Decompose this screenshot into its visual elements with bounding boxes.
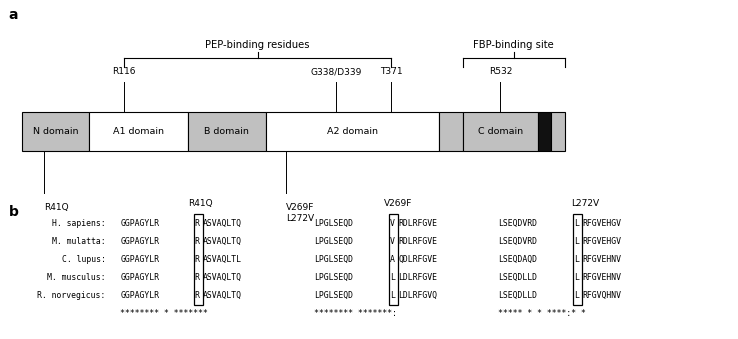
Text: L: L bbox=[574, 273, 579, 282]
Text: FBP-binding site: FBP-binding site bbox=[473, 40, 554, 50]
Text: QDLRFGVE: QDLRFGVE bbox=[399, 255, 438, 264]
Text: LPGLSEQD: LPGLSEQD bbox=[314, 273, 353, 282]
Text: V269F
L272V: V269F L272V bbox=[286, 203, 314, 223]
Bar bbox=[266, 112, 439, 151]
Text: R: R bbox=[195, 237, 200, 246]
Text: R41Q: R41Q bbox=[44, 203, 69, 213]
Text: R: R bbox=[195, 273, 200, 282]
Bar bbox=[538, 112, 551, 151]
Text: GGPAGYLR: GGPAGYLR bbox=[120, 273, 159, 282]
Bar bbox=[551, 112, 565, 151]
Text: H. sapiens:: H. sapiens: bbox=[52, 219, 106, 228]
Text: A: A bbox=[390, 255, 395, 264]
Text: RDLRFGVE: RDLRFGVE bbox=[399, 237, 438, 246]
Text: ASVAQLTL: ASVAQLTL bbox=[203, 255, 242, 264]
Text: RFGVQHNV: RFGVQHNV bbox=[582, 291, 621, 300]
Text: GGPAGYLR: GGPAGYLR bbox=[120, 237, 159, 246]
Text: A1 domain: A1 domain bbox=[113, 127, 164, 136]
Text: T371: T371 bbox=[380, 67, 402, 76]
Text: ASVAQLTQ: ASVAQLTQ bbox=[203, 237, 242, 246]
Bar bbox=[389, 214, 398, 305]
Text: V269F: V269F bbox=[384, 199, 413, 208]
Text: V: V bbox=[390, 219, 395, 228]
Text: A2 domain: A2 domain bbox=[327, 127, 378, 136]
Text: C domain: C domain bbox=[477, 127, 523, 136]
Text: LSEQDLLD: LSEQDLLD bbox=[498, 273, 537, 282]
Text: b: b bbox=[9, 205, 18, 219]
Bar bbox=[188, 112, 266, 151]
Text: ASVAQLTQ: ASVAQLTQ bbox=[203, 291, 242, 300]
Text: L: L bbox=[574, 237, 579, 246]
Text: RFGVEHGV: RFGVEHGV bbox=[582, 219, 621, 228]
Bar bbox=[89, 112, 188, 151]
Text: M. mulatta:: M. mulatta: bbox=[52, 237, 106, 246]
Text: ******** *******:: ******** *******: bbox=[314, 309, 396, 318]
Text: M. musculus:: M. musculus: bbox=[47, 273, 106, 282]
Text: L: L bbox=[574, 255, 579, 264]
Text: L: L bbox=[390, 273, 395, 282]
Text: GGPAGYLR: GGPAGYLR bbox=[120, 291, 159, 300]
Text: LPGLSEQD: LPGLSEQD bbox=[314, 219, 353, 228]
Text: RFGVEHNV: RFGVEHNV bbox=[582, 255, 621, 264]
Text: GGPAGYLR: GGPAGYLR bbox=[120, 219, 159, 228]
Text: N domain: N domain bbox=[32, 127, 78, 136]
Bar bbox=[439, 112, 463, 151]
Text: R116: R116 bbox=[112, 67, 136, 76]
Text: ASVAQLTQ: ASVAQLTQ bbox=[203, 273, 242, 282]
Text: R: R bbox=[195, 291, 200, 300]
Text: R. norvegicus:: R. norvegicus: bbox=[38, 291, 106, 300]
Text: LDLRFGVE: LDLRFGVE bbox=[399, 273, 438, 282]
Text: R41Q: R41Q bbox=[188, 199, 213, 208]
Text: LPGLSEQD: LPGLSEQD bbox=[314, 237, 353, 246]
Text: R: R bbox=[195, 219, 200, 228]
Text: B domain: B domain bbox=[204, 127, 249, 136]
Text: L: L bbox=[574, 219, 579, 228]
Text: L272V: L272V bbox=[571, 199, 599, 208]
Text: ASVAQLTQ: ASVAQLTQ bbox=[203, 219, 242, 228]
Text: LDLRFGVQ: LDLRFGVQ bbox=[399, 291, 438, 300]
Text: RDLRFGVE: RDLRFGVE bbox=[399, 219, 438, 228]
Text: R: R bbox=[195, 255, 200, 264]
Text: RFGVEHGV: RFGVEHGV bbox=[582, 237, 621, 246]
Text: V: V bbox=[390, 237, 395, 246]
Bar bbox=[463, 112, 538, 151]
Text: LPGLSEQD: LPGLSEQD bbox=[314, 255, 353, 264]
Text: LSEQDVRD: LSEQDVRD bbox=[498, 219, 537, 228]
Text: a: a bbox=[9, 8, 18, 22]
Bar bbox=[193, 214, 203, 305]
Text: LSEQDAQD: LSEQDAQD bbox=[498, 255, 537, 264]
Text: ******** * *******: ******** * ******* bbox=[120, 309, 208, 318]
Bar bbox=[22, 112, 89, 151]
Text: LSEQDVRD: LSEQDVRD bbox=[498, 237, 537, 246]
Text: GGPAGYLR: GGPAGYLR bbox=[120, 255, 159, 264]
Text: G338/D339: G338/D339 bbox=[310, 67, 362, 76]
Text: LSEQDLLD: LSEQDLLD bbox=[498, 291, 537, 300]
Text: LPGLSEQD: LPGLSEQD bbox=[314, 291, 353, 300]
Bar bbox=[573, 214, 582, 305]
Text: RFGVEHNV: RFGVEHNV bbox=[582, 273, 621, 282]
Text: L: L bbox=[390, 291, 395, 300]
Text: C. lupus:: C. lupus: bbox=[62, 255, 106, 264]
Text: L: L bbox=[574, 291, 579, 300]
Text: PEP-binding residues: PEP-binding residues bbox=[205, 40, 310, 50]
Text: R532: R532 bbox=[489, 67, 512, 76]
Text: ***** * * ****:* *: ***** * * ****:* * bbox=[498, 309, 586, 318]
